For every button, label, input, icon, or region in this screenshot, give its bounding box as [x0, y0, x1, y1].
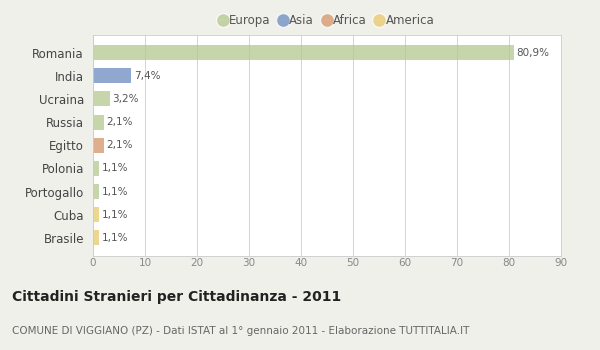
Bar [93, 230, 99, 245]
Text: Cittadini Stranieri per Cittadinanza - 2011: Cittadini Stranieri per Cittadinanza - 2… [12, 290, 341, 304]
Bar [93, 114, 104, 130]
Bar [93, 91, 110, 106]
Text: COMUNE DI VIGGIANO (PZ) - Dati ISTAT al 1° gennaio 2011 - Elaborazione TUTTITALI: COMUNE DI VIGGIANO (PZ) - Dati ISTAT al … [12, 326, 469, 336]
Text: 7,4%: 7,4% [134, 71, 161, 81]
Text: 2,1%: 2,1% [107, 140, 133, 150]
Text: 80,9%: 80,9% [516, 48, 549, 57]
Bar [93, 184, 99, 199]
Bar [93, 68, 131, 83]
Bar [93, 161, 99, 176]
Text: 1,1%: 1,1% [101, 210, 128, 220]
Bar [93, 45, 514, 60]
Text: 1,1%: 1,1% [101, 233, 128, 243]
Text: 3,2%: 3,2% [112, 94, 139, 104]
Text: 1,1%: 1,1% [101, 187, 128, 197]
Text: 1,1%: 1,1% [101, 163, 128, 173]
Legend: Europa, Asia, Africa, America: Europa, Asia, Africa, America [220, 14, 434, 27]
Bar [93, 207, 99, 222]
Bar [93, 138, 104, 153]
Text: 2,1%: 2,1% [107, 117, 133, 127]
